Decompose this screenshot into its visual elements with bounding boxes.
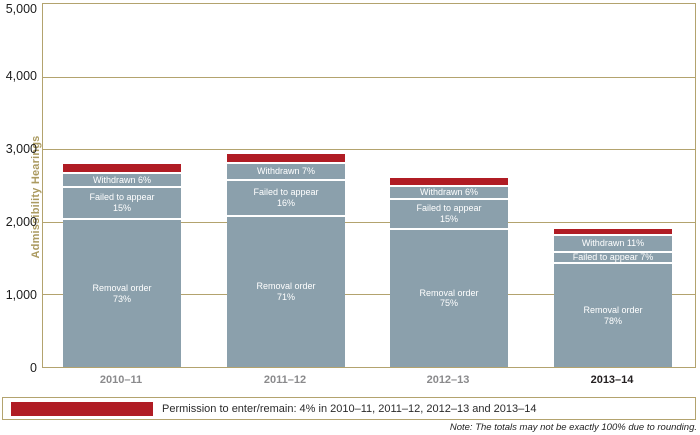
bar-segment-withdrawn: Withdrawn 6% bbox=[390, 187, 508, 199]
gridline-1000 bbox=[43, 294, 695, 295]
x-tick-label-2010-11: 2010–11 bbox=[99, 374, 143, 386]
bar-segment-failed-to-appear: Failed to appear 15% bbox=[63, 188, 181, 219]
bar-segment-permission-to-enter-remain bbox=[554, 229, 672, 235]
segment-label: 73% bbox=[112, 293, 131, 304]
bar-segment-removal-order: Removal order 78% bbox=[554, 264, 672, 367]
bar-segment-permission-to-enter-remain bbox=[63, 164, 181, 173]
gridline-2000 bbox=[43, 222, 695, 223]
bar-segment-failed-to-appear: Failed to appear 16% bbox=[227, 181, 345, 216]
segment-label: Removal order bbox=[256, 281, 316, 292]
segment-label: Failed to appear 7% bbox=[572, 252, 654, 263]
gridline-3000 bbox=[43, 149, 695, 150]
bar-segment-removal-order: Removal order 75% bbox=[390, 229, 508, 367]
bar-segment-failed-to-appear: Failed to appear 7% bbox=[554, 252, 672, 263]
bar-segment-permission-to-enter-remain bbox=[390, 178, 508, 186]
x-tick-label-2012-13: 2012–13 bbox=[426, 374, 470, 386]
rounding-note: Note: The totals may not be exactly 100%… bbox=[449, 422, 697, 433]
legend-swatch-permission-red bbox=[11, 402, 153, 416]
bar-segment-removal-order: Removal order 71% bbox=[227, 217, 345, 367]
segment-label: Removal order bbox=[419, 287, 479, 298]
segment-label: 78% bbox=[603, 315, 622, 326]
bar-segment-failed-to-appear: Failed to appear 15% bbox=[390, 200, 508, 228]
segment-label: Failed to appear bbox=[89, 192, 155, 203]
bar-2010-11: Withdrawn 6% Failed to appear 15% Removal o… bbox=[63, 164, 181, 368]
legend: Permission to enter/remain: 4% in 2010–1… bbox=[2, 397, 696, 420]
y-tick-label-2000: 2,000 bbox=[5, 215, 37, 229]
segment-label: Withdrawn 6% bbox=[419, 187, 479, 198]
bar-2013-14: Withdrawn 11% Failed to appear 7% Removal … bbox=[554, 229, 672, 367]
bar-2011-12: Withdrawn 7% Failed to appear 16% Removal o… bbox=[227, 154, 345, 367]
y-tick-label-1000: 1,000 bbox=[5, 288, 37, 302]
segment-label: Failed to appear bbox=[416, 203, 482, 214]
segment-label: Withdrawn 11% bbox=[581, 238, 645, 249]
segment-label: Withdrawn 6% bbox=[92, 174, 152, 185]
x-tick-label-2011-12: 2011–12 bbox=[263, 374, 307, 386]
bar-segment-withdrawn: Withdrawn 6% bbox=[63, 174, 181, 187]
y-tick-label-0: 0 bbox=[30, 361, 37, 375]
y-tick-label-5000: 5,000 bbox=[5, 2, 37, 16]
segment-label: 71% bbox=[276, 292, 295, 303]
legend-label: Permission to enter/remain: 4% in 2010–1… bbox=[162, 402, 537, 415]
segment-label: 15% bbox=[439, 214, 458, 225]
y-tick-label-3000: 3,000 bbox=[5, 142, 37, 156]
bar-segment-withdrawn: Withdrawn 11% bbox=[554, 236, 672, 251]
segment-label: Failed to appear bbox=[253, 187, 319, 198]
segment-label: Withdrawn 7% bbox=[256, 166, 316, 177]
segment-label: 15% bbox=[112, 203, 131, 214]
plot-area: Withdrawn 6% Failed to appear 15% Removal o… bbox=[42, 3, 696, 368]
segment-label: 16% bbox=[276, 198, 295, 209]
bar-2012-13: Withdrawn 6% Failed to appear 15% Removal o… bbox=[390, 178, 508, 367]
gridline-4000 bbox=[43, 77, 695, 78]
bar-segment-withdrawn: Withdrawn 7% bbox=[227, 164, 345, 180]
bar-segment-removal-order: Removal order 73% bbox=[63, 220, 181, 368]
segment-label: Removal order bbox=[583, 304, 643, 315]
x-tick-label-2013-14: 2013–14 bbox=[590, 374, 634, 386]
bar-segment-permission-to-enter-remain bbox=[227, 154, 345, 163]
y-tick-label-4000: 4,000 bbox=[5, 69, 37, 83]
segment-label: 75% bbox=[439, 298, 458, 309]
segment-label: Removal order bbox=[92, 282, 152, 293]
